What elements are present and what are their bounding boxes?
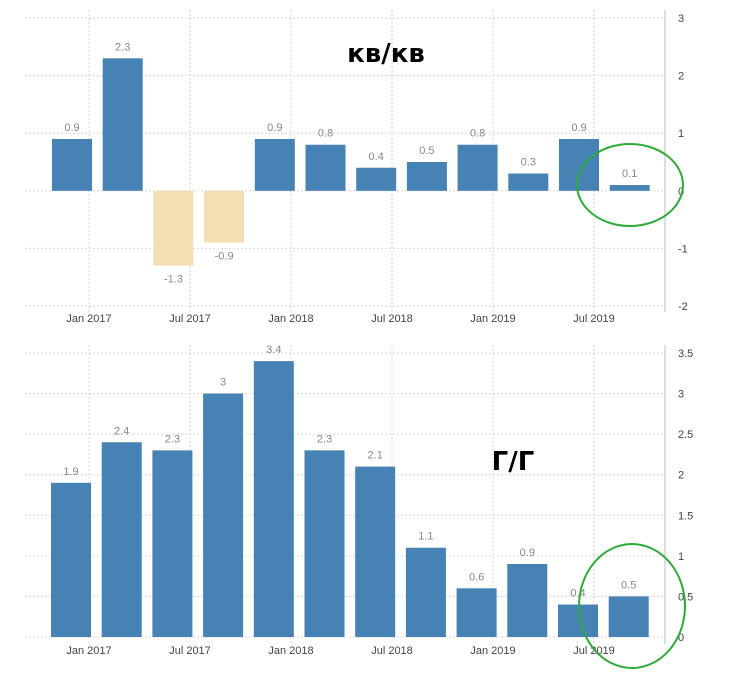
bar bbox=[152, 450, 193, 637]
data-label: 1.9 bbox=[63, 466, 78, 478]
bar bbox=[456, 588, 497, 637]
x-tick-label: Jan 2018 bbox=[268, 645, 313, 657]
y-tick-label: 3.5 bbox=[678, 348, 693, 360]
data-label: 0.8 bbox=[318, 128, 333, 140]
y-tick-label: 3 bbox=[678, 389, 684, 401]
x-tick-label: Jan 2019 bbox=[470, 313, 515, 325]
data-label: 1.1 bbox=[418, 531, 433, 543]
data-label: 0.9 bbox=[267, 122, 282, 134]
x-tick-label: Jul 2017 bbox=[169, 313, 211, 325]
bar bbox=[608, 596, 649, 637]
bar bbox=[559, 138, 599, 191]
data-label: -1.3 bbox=[164, 274, 183, 286]
y-tick-label: 2.5 bbox=[678, 429, 693, 441]
data-label: 0.9 bbox=[571, 122, 586, 134]
chart-title: кв/кв bbox=[347, 39, 425, 69]
data-label: 0.8 bbox=[470, 128, 485, 140]
bar bbox=[508, 173, 549, 191]
data-label: 0.4 bbox=[369, 151, 384, 163]
chart-1: 3 2 1 0 -1 -2 Jan 2017 Jul 2017 Jan 2018 Jul 2018… bbox=[25, 10, 688, 325]
data-label: 0.3 bbox=[521, 157, 536, 169]
bar bbox=[356, 167, 397, 191]
bar bbox=[355, 466, 396, 637]
x-tick-label: Jul 2019 bbox=[573, 313, 615, 325]
bar bbox=[203, 393, 244, 637]
data-label: 3 bbox=[220, 377, 226, 389]
y-tick-label: 1 bbox=[678, 128, 684, 140]
x-tick-label: Jul 2018 bbox=[371, 645, 413, 657]
x-tick-label: Jan 2018 bbox=[268, 313, 313, 325]
bar bbox=[558, 604, 598, 637]
data-label: 3.4 bbox=[266, 344, 281, 356]
x-tick-label: Jan 2019 bbox=[470, 645, 515, 657]
x-tick-label: Jan 2017 bbox=[66, 313, 111, 325]
x-tick-label: Jan 2017 bbox=[66, 645, 111, 657]
data-label: -0.9 bbox=[215, 251, 234, 263]
data-label: 0.6 bbox=[469, 571, 484, 583]
chart-title: Г/Г bbox=[492, 447, 535, 477]
chart-2: 3.5 3 2.5 2 1.5 1 0.5 0 Jan 2017 Jul 2017 Jan 2018… bbox=[25, 344, 693, 669]
y-tick-label: 3 bbox=[678, 13, 684, 25]
bar bbox=[204, 190, 245, 243]
highlight-ellipse bbox=[576, 143, 684, 227]
data-label: 2.3 bbox=[115, 41, 130, 53]
data-label: 0.4 bbox=[570, 588, 585, 600]
data-label: 0.1 bbox=[622, 168, 637, 180]
x-tick-label: Jul 2017 bbox=[169, 645, 211, 657]
y-tick-label: 1.5 bbox=[678, 510, 693, 522]
data-label: 2.1 bbox=[368, 450, 383, 462]
y-tick-label: 2 bbox=[678, 71, 684, 83]
highlight-ellipse bbox=[578, 543, 686, 669]
bar bbox=[304, 450, 345, 637]
x-tick-label: Jul 2018 bbox=[371, 313, 413, 325]
data-label: 0.5 bbox=[419, 145, 434, 157]
bar bbox=[507, 563, 548, 637]
y-tick-label: 0 bbox=[678, 632, 684, 644]
bar bbox=[253, 361, 294, 637]
y-tick-label: 0.5 bbox=[678, 591, 693, 603]
bar bbox=[102, 58, 143, 191]
data-label: 0.5 bbox=[621, 579, 636, 591]
data-label: 2.3 bbox=[165, 433, 180, 445]
y-tick-label: -1 bbox=[678, 243, 688, 255]
y-tick-label: 0 bbox=[678, 186, 684, 198]
bar bbox=[305, 144, 346, 191]
x-tick-label: Jul 2019 bbox=[573, 645, 615, 657]
y-tick-label: -2 bbox=[678, 301, 688, 313]
data-label: 0.9 bbox=[64, 122, 79, 134]
bar bbox=[609, 185, 650, 191]
bar bbox=[406, 162, 447, 191]
bar bbox=[52, 138, 92, 191]
bar bbox=[51, 482, 91, 637]
bar bbox=[254, 138, 295, 191]
data-label: 0.9 bbox=[520, 547, 535, 559]
bar bbox=[457, 144, 498, 191]
data-label: 2.3 bbox=[317, 433, 332, 445]
bar bbox=[153, 190, 194, 266]
bar bbox=[101, 442, 142, 637]
y-tick-label: 2 bbox=[678, 470, 684, 482]
bar bbox=[405, 547, 446, 637]
data-label: 2.4 bbox=[114, 425, 129, 437]
y-tick-label: 1 bbox=[678, 551, 684, 563]
